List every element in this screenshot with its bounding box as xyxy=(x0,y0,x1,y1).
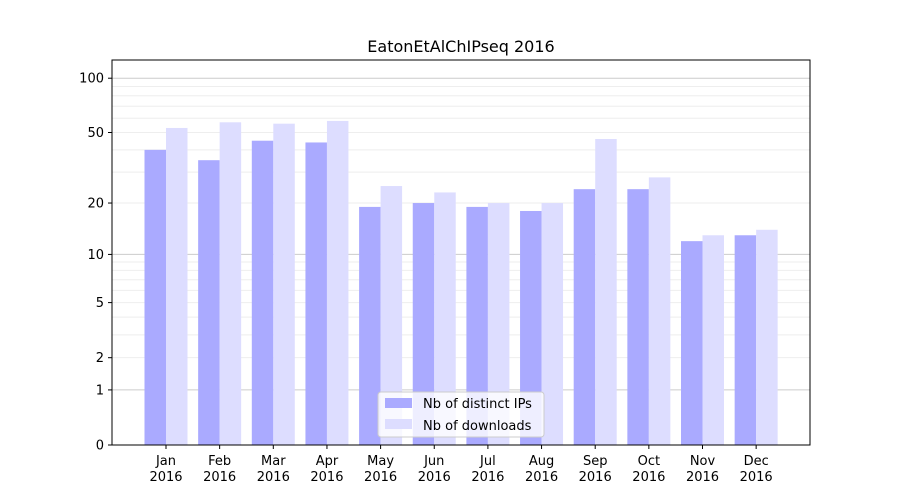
x-tick-label: Mar 2016 xyxy=(257,454,290,485)
legend: Nb of distinct IPs Nb of downloads xyxy=(377,391,545,438)
y-tick-label: 10 xyxy=(87,248,104,263)
y-tick-label: 1 xyxy=(96,383,104,398)
x-tick-label: Jun 2016 xyxy=(418,454,451,485)
bar-distinct-ips xyxy=(573,189,596,445)
bar-downloads xyxy=(380,186,403,445)
bar-distinct-ips xyxy=(412,203,435,445)
x-tick-label: Aug 2016 xyxy=(525,454,558,485)
chart-title: EatonEtAlChIPseq 2016 xyxy=(367,37,554,56)
y-tick-label: 0 xyxy=(96,439,104,454)
y-tick-label: 5 xyxy=(96,296,104,311)
bar-downloads xyxy=(273,123,295,445)
bar-downloads xyxy=(434,192,456,445)
bar-distinct-ips xyxy=(305,142,327,445)
bar-distinct-ips xyxy=(251,140,274,445)
x-tick-label: Apr 2016 xyxy=(310,454,343,485)
x-tick-label: Oct 2016 xyxy=(632,454,665,485)
x-tick-label: Dec 2016 xyxy=(740,454,773,485)
bar-distinct-ips xyxy=(144,149,166,445)
bar-downloads xyxy=(702,235,724,445)
y-tick-label: 20 xyxy=(87,197,104,212)
bar-downloads xyxy=(595,139,617,445)
y-axis: 0 1 2 5 10 20 50 100 xyxy=(79,72,112,454)
bar-distinct-ips xyxy=(681,241,703,445)
bar-downloads xyxy=(541,203,564,445)
legend-label-ips: Nb of distinct IPs xyxy=(423,397,532,412)
bar-distinct-ips xyxy=(627,189,649,445)
y-tick-label: 2 xyxy=(96,351,104,366)
x-tick-label: Sep 2016 xyxy=(579,454,612,485)
bar-distinct-ips xyxy=(520,210,542,445)
x-tick-label: May 2016 xyxy=(364,454,397,485)
bar-distinct-ips xyxy=(198,160,220,446)
bar-distinct-ips xyxy=(359,206,381,445)
bar-downloads xyxy=(219,122,242,445)
bar-downloads xyxy=(756,229,778,445)
legend-swatch-downloads xyxy=(385,419,412,429)
bars xyxy=(144,120,778,446)
plot-frame xyxy=(111,59,811,446)
bar-downloads xyxy=(326,120,349,445)
legend-label-downloads: Nb of downloads xyxy=(423,419,532,434)
legend-swatch-ips xyxy=(385,398,412,408)
x-tick-label: Jul 2016 xyxy=(471,454,504,485)
x-axis: Jan 2016 Feb 2016 Mar 2016 Apr 2016 May 2016 Jun 20… xyxy=(149,445,773,485)
x-tick-label: Feb 2016 xyxy=(203,454,236,485)
y-tick-label: 100 xyxy=(79,72,104,87)
y-tick-label: 50 xyxy=(87,126,104,141)
bar-downloads xyxy=(166,127,188,445)
x-tick-label: Nov 2016 xyxy=(686,454,719,485)
bar-distinct-ips xyxy=(466,206,488,445)
bar-distinct-ips xyxy=(734,235,757,445)
bar-downloads xyxy=(648,177,671,445)
x-tick-label: Jan 2016 xyxy=(149,454,182,485)
bar-downloads xyxy=(487,203,510,445)
